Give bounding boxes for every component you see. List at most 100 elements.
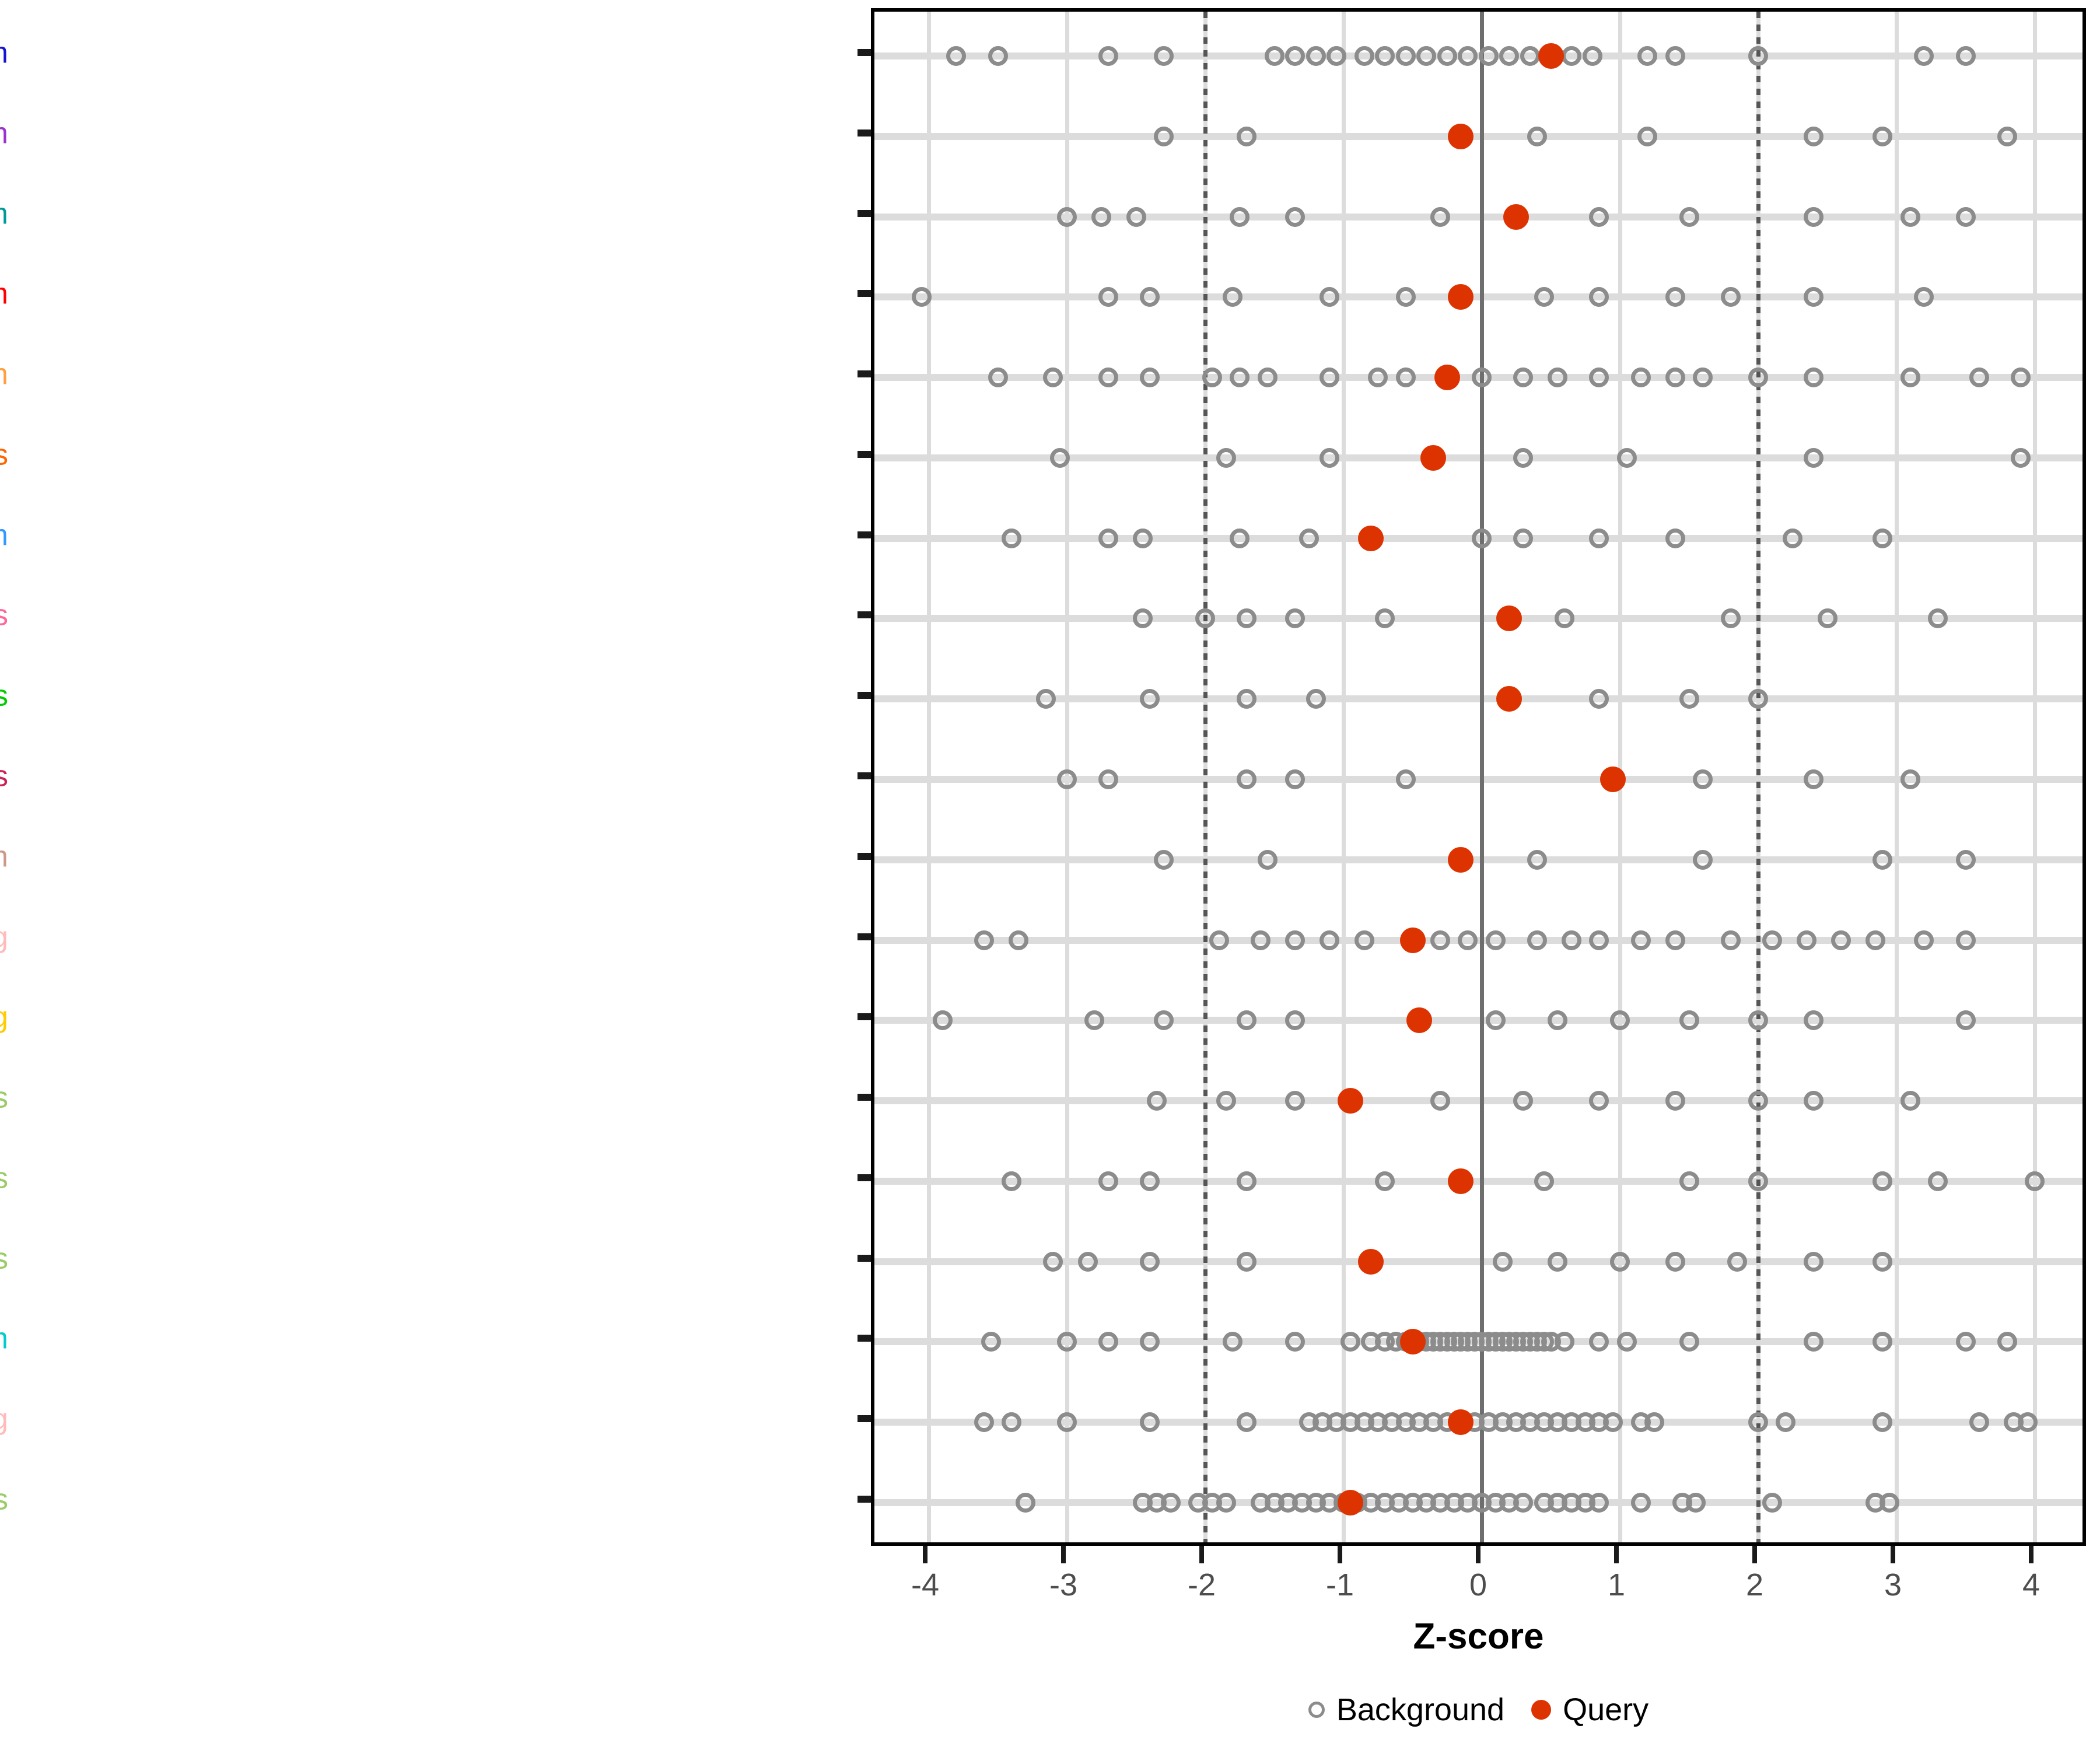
background-point	[1630, 1493, 1651, 1513]
background-point	[988, 368, 1008, 388]
background-point	[1548, 368, 1568, 388]
query-point[interactable]	[1496, 606, 1522, 632]
background-point	[1513, 368, 1534, 388]
query-point[interactable]	[1600, 766, 1626, 792]
background-point	[1285, 1091, 1306, 1111]
background-point	[1520, 46, 1540, 66]
y-axis-category-label: Carbohydrate metabolism	[0, 36, 8, 70]
background-point	[1665, 46, 1685, 66]
query-point[interactable]	[1434, 365, 1460, 391]
background-point	[1395, 769, 1416, 789]
y-gridline	[874, 1017, 2082, 1024]
background-point	[1485, 1010, 1506, 1031]
background-point	[1160, 1493, 1181, 1513]
y-axis-category-label: Xenobiotics biodegradation and metabolis…	[0, 839, 8, 873]
background-point	[1133, 608, 1153, 629]
background-point	[1513, 1091, 1534, 1111]
background-point	[1057, 1412, 1077, 1433]
background-point	[1610, 1010, 1630, 1031]
background-point	[1900, 1091, 1920, 1111]
background-point	[1997, 1332, 2017, 1352]
background-point	[1900, 368, 1920, 388]
y-gridline	[874, 213, 2082, 220]
background-point	[1969, 368, 1990, 388]
background-point	[1562, 46, 1582, 66]
background-point	[1955, 930, 1976, 950]
legend-item-background[interactable]: Background	[1308, 1692, 1504, 1728]
y-gridline	[874, 52, 2082, 60]
background-point	[1472, 368, 1492, 388]
background-point	[1098, 46, 1119, 66]
background-point	[1306, 46, 1326, 66]
query-point[interactable]	[1337, 1490, 1363, 1516]
chart-legend: Background Query	[871, 1692, 2086, 1728]
background-point	[1900, 769, 1920, 789]
y-axis-tick	[858, 49, 871, 56]
y-axis-category-label: Metabolism of terpenoids and polyketides	[0, 678, 8, 712]
background-point	[1237, 1010, 1257, 1031]
background-point	[1589, 930, 1609, 950]
query-point[interactable]	[1337, 1088, 1363, 1114]
y-axis-tick	[858, 611, 871, 619]
background-point	[1375, 608, 1395, 629]
background-point	[1969, 1412, 1990, 1433]
background-point	[1914, 46, 1934, 66]
background-point	[1416, 46, 1437, 66]
background-point	[1002, 1412, 1022, 1433]
background-point	[1133, 528, 1153, 548]
background-point	[1257, 849, 1278, 870]
y-axis-category-label: Glycan biosynthesis and metabolism	[0, 517, 8, 552]
x-axis-tick-label: -2	[1187, 1567, 1216, 1602]
x-axis-tick	[923, 1546, 928, 1563]
background-point	[1679, 1010, 1699, 1031]
background-point	[1091, 206, 1112, 227]
y-gridline	[874, 454, 2082, 461]
background-point	[1126, 206, 1146, 227]
x-axis-tick	[1476, 1546, 1480, 1563]
query-point[interactable]	[1358, 525, 1384, 551]
background-point	[1140, 1412, 1160, 1433]
y-axis-category-label: Cellular Processes	[0, 1080, 8, 1114]
query-point[interactable]	[1406, 1007, 1433, 1034]
background-point	[1693, 849, 1713, 870]
background-point	[1997, 126, 2017, 146]
background-point	[1002, 528, 1022, 548]
background-point	[932, 1010, 953, 1031]
y-gridline	[874, 695, 2082, 703]
background-point	[1375, 46, 1395, 66]
background-point	[1237, 608, 1257, 629]
y-axis-category-label: Environmental Information Processing	[0, 1000, 8, 1034]
background-point	[1354, 46, 1374, 66]
query-point[interactable]	[1448, 846, 1474, 873]
query-point[interactable]	[1503, 204, 1530, 230]
query-point[interactable]	[1538, 43, 1564, 69]
background-point	[1748, 1412, 1768, 1433]
query-point[interactable]	[1448, 1409, 1474, 1436]
query-point[interactable]	[1448, 123, 1474, 149]
x-axis-tick	[1752, 1546, 1757, 1563]
background-point	[1098, 528, 1119, 548]
background-point	[1873, 1251, 1893, 1272]
x-axis-title: Z-score	[1413, 1616, 1544, 1657]
background-point	[2018, 1412, 2038, 1433]
y-axis-category-label: Genetic Information Processing	[0, 919, 8, 954]
query-point[interactable]	[1399, 927, 1426, 953]
legend-item-query[interactable]: Query	[1531, 1692, 1648, 1728]
background-point	[1803, 1332, 1824, 1352]
background-point	[1395, 287, 1416, 307]
y-gridline	[874, 1097, 2082, 1105]
query-point[interactable]	[1399, 1329, 1426, 1355]
query-point[interactable]	[1496, 686, 1522, 712]
reference-line-0	[1480, 12, 1484, 1542]
y-axis-category-label: Nucleotide metabolism	[0, 276, 8, 311]
x-axis-tick-label: -4	[911, 1567, 940, 1602]
query-point[interactable]	[1448, 284, 1474, 310]
query-point[interactable]	[1358, 1248, 1384, 1275]
background-point	[1320, 368, 1340, 388]
query-point[interactable]	[1448, 1168, 1474, 1194]
background-point	[1589, 528, 1609, 548]
background-point	[1223, 287, 1243, 307]
background-point	[1298, 528, 1319, 548]
query-point[interactable]	[1420, 444, 1447, 471]
background-point	[1693, 769, 1713, 789]
